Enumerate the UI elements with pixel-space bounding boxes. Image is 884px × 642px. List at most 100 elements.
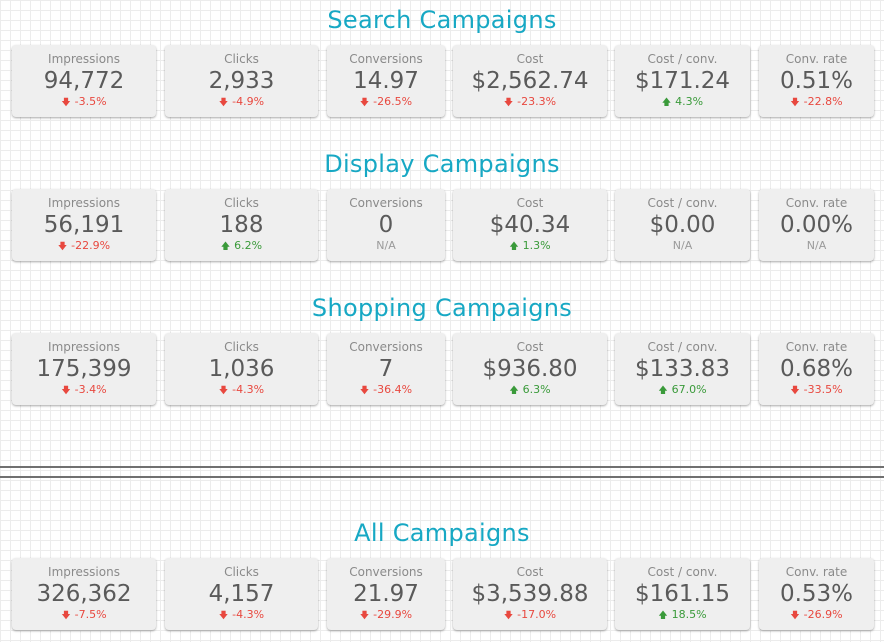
metric-value: 0.51% xyxy=(779,68,854,94)
metric-change-text: -3.5% xyxy=(74,95,107,108)
metric-change-text: -4.9% xyxy=(232,95,265,108)
search-campaigns-metric-card: Conv. rate 0.51% 🡇 -22.8% xyxy=(759,45,874,117)
shopping-campaigns-metric-card: Cost / conv. $133.83 🡅 67.0% xyxy=(615,333,750,405)
all-campaigns-metric-card: Impressions 326,362 🡇 -7.5% xyxy=(12,558,156,630)
metric-change-text: N/A xyxy=(376,239,396,252)
metric-label: Clicks xyxy=(224,340,259,354)
metric-change: 🡇 -17.0% xyxy=(453,608,607,623)
metric-value: 94,772 xyxy=(43,68,125,94)
arrow-down-icon: 🡇 xyxy=(790,98,800,108)
metric-value: 1,036 xyxy=(208,356,275,382)
all-campaigns-metric-card: Conversions 21.97 🡇 -29.9% xyxy=(327,558,445,630)
arrow-down-icon: 🡇 xyxy=(218,98,229,108)
metric-change: 🡇 -36.4% xyxy=(327,383,445,398)
metric-value: $936.80 xyxy=(482,356,578,382)
arrow-down-icon: 🡇 xyxy=(503,98,514,108)
metric-value: $40.34 xyxy=(489,212,571,238)
metric-change: 🡇 -26.5% xyxy=(327,95,445,110)
metric-label: Impressions xyxy=(48,340,120,354)
display-campaigns-title: Display Campaigns xyxy=(324,150,560,178)
search-campaigns-metric-card: Clicks 2,933 🡇 -4.9% xyxy=(165,45,318,117)
search-campaigns-title: Search Campaigns xyxy=(327,6,557,34)
display-campaigns-metric-card: Clicks 188 🡅 6.2% xyxy=(165,189,318,261)
metric-label: Conversions xyxy=(349,52,423,66)
arrow-down-icon: 🡇 xyxy=(57,242,68,252)
metric-change: 🡇 -22.9% xyxy=(12,239,156,254)
metric-value: 188 xyxy=(219,212,264,238)
shopping-campaigns-title: Shopping Campaigns xyxy=(311,294,573,322)
arrow-down-icon: 🡇 xyxy=(61,611,71,621)
metric-change-text: -4.3% xyxy=(232,383,265,396)
metric-change: 🡇 -22.8% xyxy=(759,95,874,110)
metric-label: Conversions xyxy=(349,196,423,210)
metric-value: $133.83 xyxy=(634,356,731,382)
display-campaigns-metric-card: Conversions 0 N/A xyxy=(327,189,445,261)
metric-label: Clicks xyxy=(224,565,259,579)
arrow-up-icon: 🡅 xyxy=(509,242,519,252)
metric-change: 🡅 6.2% xyxy=(165,239,318,254)
metric-label: Conversions xyxy=(349,340,423,354)
divider-top xyxy=(0,466,884,468)
metric-change: 🡅 67.0% xyxy=(615,383,750,398)
arrow-down-icon: 🡇 xyxy=(359,611,370,621)
all-campaigns-metric-card: Cost / conv. $161.15 🡅 18.5% xyxy=(615,558,750,630)
metric-value: $161.15 xyxy=(634,581,731,607)
metric-change-text: -17.0% xyxy=(517,608,557,621)
arrow-down-icon: 🡇 xyxy=(359,386,370,396)
display-campaigns-metric-card: Impressions 56,191 🡇 -22.9% xyxy=(12,189,156,261)
metric-value: 0.00% xyxy=(779,212,854,238)
display-campaigns-metric-card: Conv. rate 0.00% N/A xyxy=(759,189,874,261)
search-campaigns-metric-card: Cost $2,562.74 🡇 -23.3% xyxy=(453,45,607,117)
metric-value: 56,191 xyxy=(43,212,125,238)
shopping-campaigns-metric-card: Cost $936.80 🡅 6.3% xyxy=(453,333,607,405)
display-campaigns-metric-card: Cost $40.34 🡅 1.3% xyxy=(453,189,607,261)
metric-change-text: 6.2% xyxy=(234,239,263,252)
metric-label: Conv. rate xyxy=(785,52,848,66)
metric-label: Clicks xyxy=(224,196,259,210)
arrow-up-icon: 🡅 xyxy=(509,386,519,396)
metric-change-text: -36.4% xyxy=(373,383,413,396)
arrow-up-icon: 🡅 xyxy=(661,98,672,108)
metric-change: N/A xyxy=(759,239,874,253)
metric-change-text: 18.5% xyxy=(671,608,707,621)
metric-label: Cost / conv. xyxy=(647,196,718,210)
metric-change-text: -3.4% xyxy=(74,383,107,396)
metric-value: $171.24 xyxy=(634,68,731,94)
metric-value: 326,362 xyxy=(36,581,132,607)
arrow-down-icon: 🡇 xyxy=(218,386,229,396)
metric-label: Conv. rate xyxy=(785,196,848,210)
metric-label: Cost xyxy=(516,340,544,354)
arrow-up-icon: 🡅 xyxy=(658,611,668,621)
metric-label: Cost xyxy=(516,565,544,579)
metric-change: 🡅 1.3% xyxy=(453,239,607,254)
metric-change: N/A xyxy=(615,239,750,253)
metric-change: 🡇 -33.5% xyxy=(759,383,874,398)
metric-change: 🡇 -29.9% xyxy=(327,608,445,623)
metric-change-text: -26.9% xyxy=(803,608,843,621)
arrow-up-icon: 🡅 xyxy=(220,242,231,252)
metric-change: 🡅 6.3% xyxy=(453,383,607,398)
shopping-campaigns-metric-card: Clicks 1,036 🡇 -4.3% xyxy=(165,333,318,405)
metric-change: N/A xyxy=(327,239,445,253)
metric-value: $3,539.88 xyxy=(471,581,589,607)
metric-label: Impressions xyxy=(48,196,120,210)
metric-value: 0 xyxy=(378,212,394,238)
metric-label: Conv. rate xyxy=(785,340,848,354)
metric-change-text: 6.3% xyxy=(522,383,551,396)
metric-value: $2,562.74 xyxy=(471,68,589,94)
divider-bottom xyxy=(0,476,884,478)
metric-change-text: -22.9% xyxy=(71,239,111,252)
arrow-down-icon: 🡇 xyxy=(61,386,71,396)
metric-label: Impressions xyxy=(48,52,120,66)
metric-label: Impressions xyxy=(48,565,120,579)
arrow-down-icon: 🡇 xyxy=(790,611,800,621)
metric-change: 🡇 -3.4% xyxy=(12,383,156,398)
metric-change-text: -33.5% xyxy=(803,383,843,396)
metric-change: 🡅 4.3% xyxy=(615,95,750,110)
metric-change: 🡅 18.5% xyxy=(615,608,750,623)
metric-label: Cost xyxy=(516,52,544,66)
metric-change: 🡇 -26.9% xyxy=(759,608,874,623)
search-campaigns-metric-card: Cost / conv. $171.24 🡅 4.3% xyxy=(615,45,750,117)
metric-change-text: -29.9% xyxy=(373,608,413,621)
metric-value: 175,399 xyxy=(36,356,132,382)
